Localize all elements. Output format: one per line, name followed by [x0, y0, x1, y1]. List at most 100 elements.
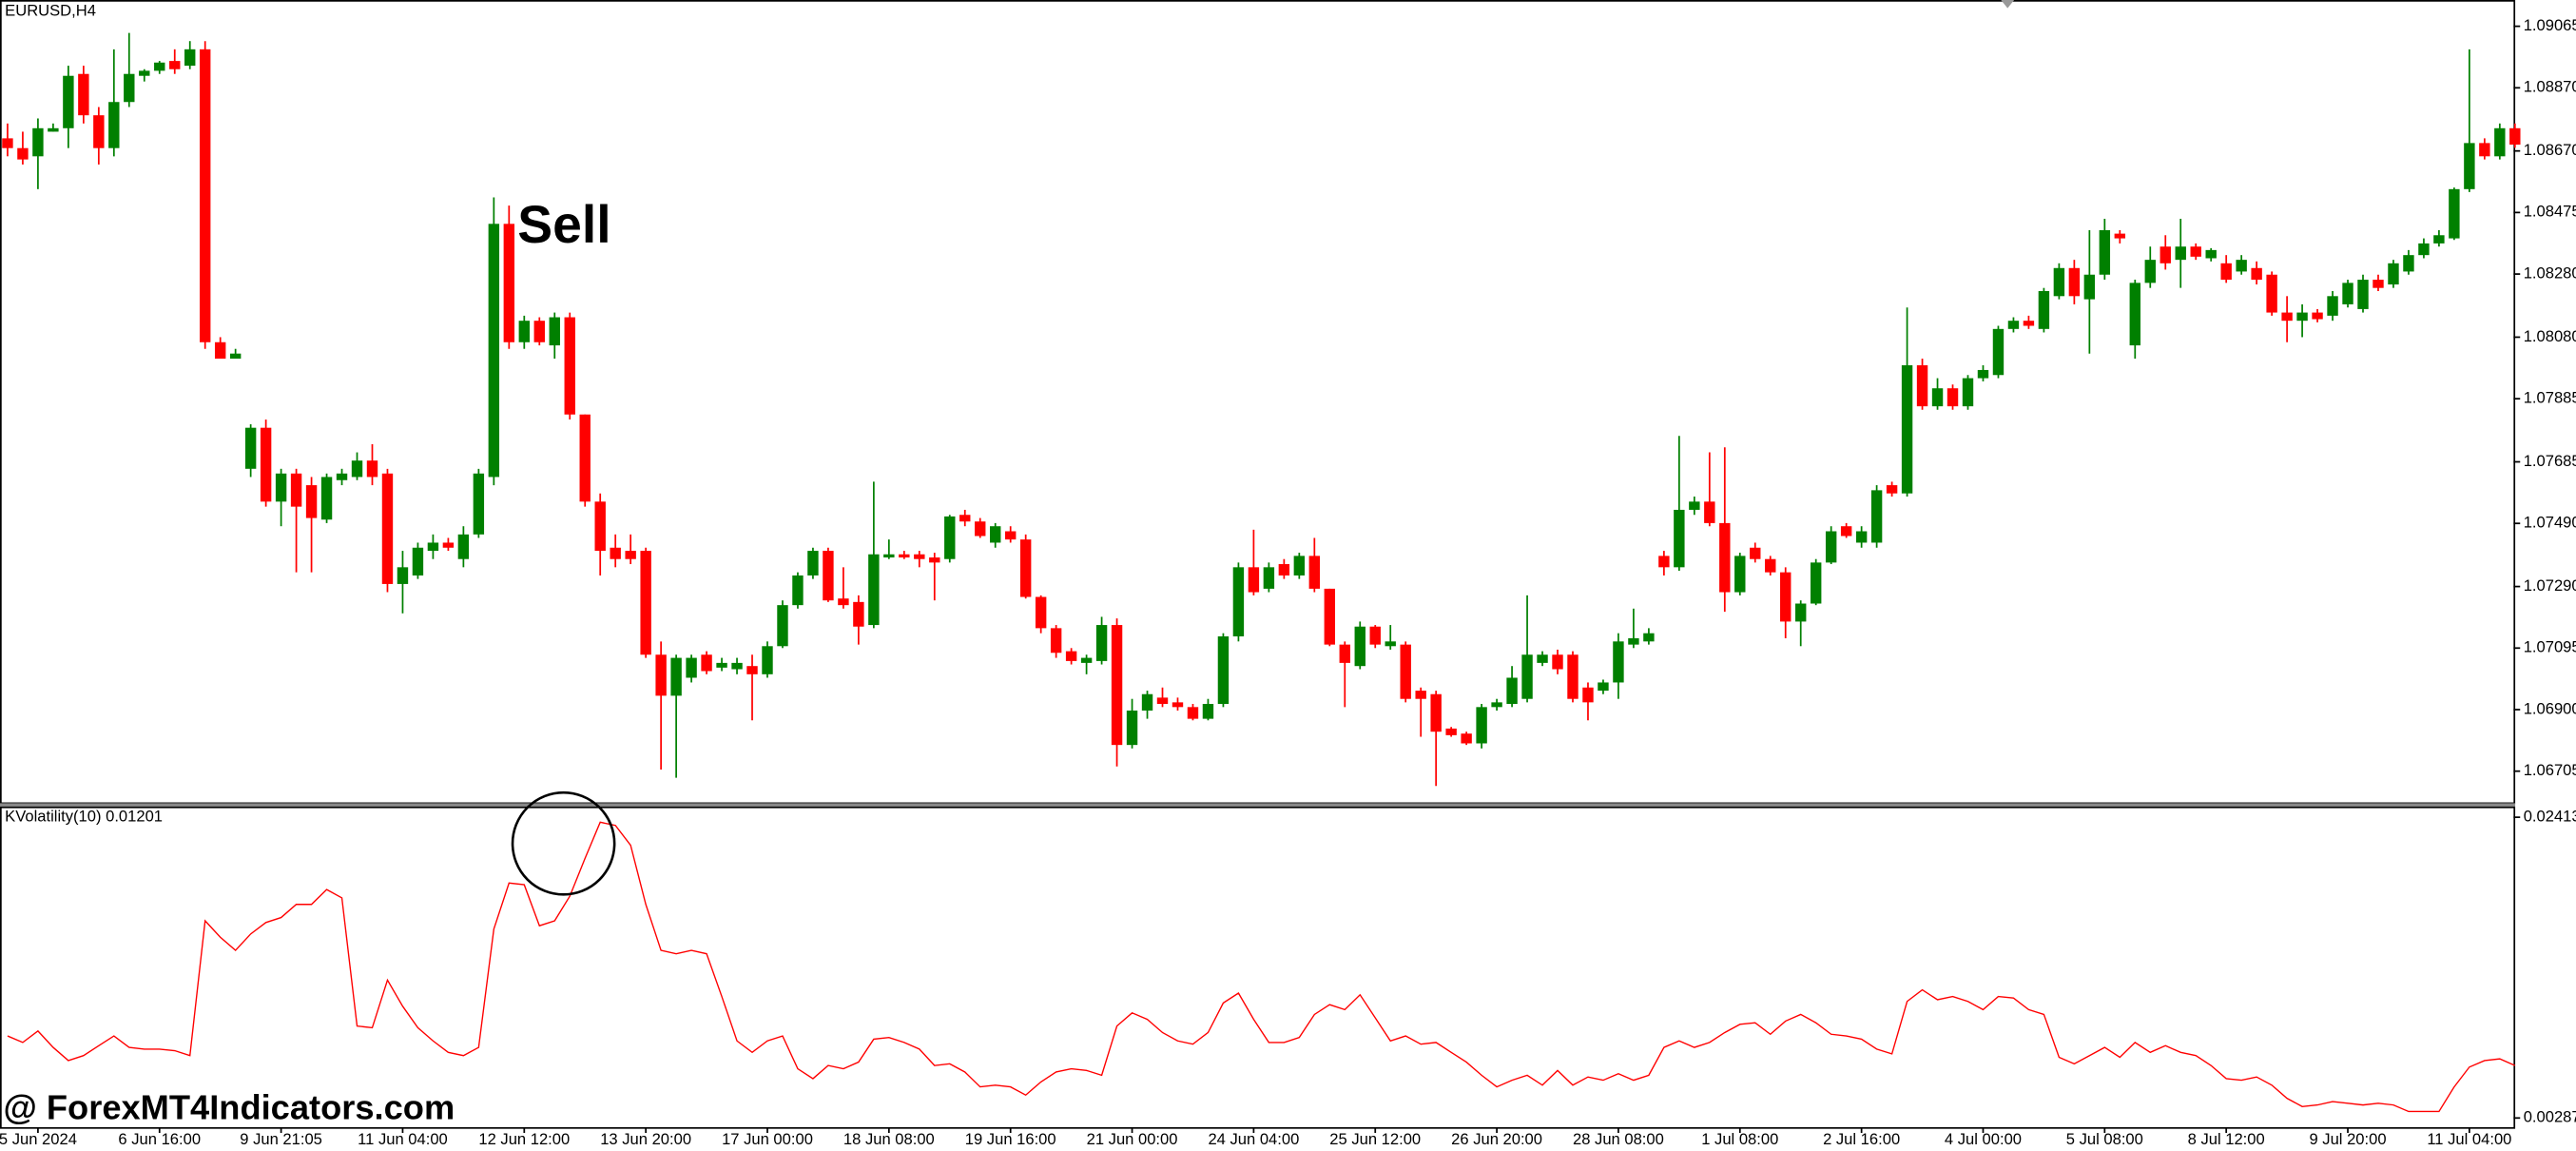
candle-body [1780, 572, 1792, 622]
candle-body [320, 477, 333, 520]
x-tick-label: 9 Jul 20:00 [2309, 1130, 2386, 1148]
candle-body [716, 662, 727, 668]
candle-body [503, 224, 515, 342]
candle-body [594, 501, 606, 552]
candle-body [579, 414, 591, 502]
candle-body [2190, 246, 2201, 257]
y-tick-label: 1.06705 [2524, 761, 2576, 779]
x-tick-label: 9 Jun 21:05 [240, 1130, 322, 1148]
candle-body [1719, 522, 1731, 593]
y-tick-label: 1.08080 [2524, 327, 2576, 345]
candle-body [2251, 267, 2262, 281]
candle-body [1324, 588, 1335, 645]
candle-body [792, 575, 804, 606]
candle-body [1628, 637, 1639, 645]
candle-body [442, 542, 455, 548]
candle-body [1992, 328, 2005, 376]
candle-body [154, 62, 165, 71]
candle-body [2312, 312, 2323, 320]
y-tick-label: 0.02413 [2524, 808, 2576, 826]
candle-body [1734, 556, 1746, 593]
candle-body [2129, 283, 2140, 346]
candle-body [184, 49, 196, 67]
x-tick-label: 17 Jun 00:00 [722, 1130, 813, 1148]
candle-body [777, 605, 788, 647]
candle-body [518, 321, 531, 342]
candle-body [655, 654, 667, 696]
candle-body [990, 526, 1001, 543]
candle-body [1870, 490, 1883, 543]
candle-body [899, 554, 910, 558]
candle-body [32, 127, 44, 157]
candle-body [1339, 644, 1350, 663]
candle-body [473, 473, 485, 535]
y-tick-label: 1.09065 [2524, 16, 2576, 34]
candle-body [1141, 693, 1153, 711]
symbol-title: EURUSD,H4 [5, 1, 96, 19]
candle-body [139, 70, 150, 76]
x-tick-label: 25 Jun 12:00 [1329, 1130, 1421, 1148]
indicator-panel-frame [0, 806, 2516, 1129]
x-tick-label: 6 Jun 16:00 [118, 1130, 201, 1148]
candle-body [2205, 249, 2217, 259]
y-tick-label: 1.07490 [2524, 514, 2576, 532]
candle-body [549, 317, 560, 346]
x-tick-label: 4 Jul 00:00 [1945, 1130, 2022, 1148]
candle-body [1278, 564, 1290, 576]
candle-body [63, 75, 74, 128]
candle-body [2433, 235, 2445, 244]
y-tick-label: 1.08280 [2524, 263, 2576, 282]
candle-body [2220, 263, 2232, 281]
candle-body [427, 542, 439, 552]
candle-body [1461, 733, 1472, 744]
candle-body [1810, 562, 1822, 604]
y-tick-label: 1.08670 [2524, 141, 2576, 159]
candle-body [1217, 636, 1230, 705]
x-tick-label: 18 Jun 08:00 [843, 1130, 935, 1148]
x-tick-label: 11 Jun 04:00 [358, 1130, 448, 1148]
candle-body [975, 521, 986, 536]
candle-body [1476, 707, 1487, 744]
candle-body [1491, 702, 1502, 708]
candle-body [2418, 243, 2430, 256]
candle-body [48, 127, 59, 132]
candle-body [868, 554, 880, 626]
candle-body [1855, 531, 1868, 543]
candle-body [1916, 364, 1928, 407]
candle-body [1765, 558, 1776, 573]
candle-body [2357, 280, 2369, 309]
shift-marker [2001, 0, 2015, 9]
candle-body [124, 73, 135, 103]
candle-body [564, 317, 575, 415]
x-tick-label: 5 Jun 2024 [0, 1130, 77, 1148]
candle-body [78, 73, 89, 116]
candle-body [2099, 229, 2111, 275]
indicator-panel: 0.02413 0.00287 [7, 808, 2576, 1126]
candle-body [1126, 710, 1138, 746]
candle-body [93, 115, 105, 148]
candle-body [2144, 260, 2156, 283]
sell-annotation: Sell [517, 195, 610, 254]
indicator-title: KVolatility(10) 0.01201 [5, 807, 163, 825]
y-tick-label: 1.07685 [2524, 452, 2576, 470]
candle-body [2, 138, 13, 148]
x-tick-label: 8 Jul 12:00 [2188, 1130, 2265, 1148]
candle-body [1582, 687, 1594, 703]
candle-body [2494, 127, 2506, 157]
candle-body [2388, 263, 2399, 285]
candle-body [214, 341, 226, 360]
x-tick-label: 11 Jul 04:00 [2427, 1130, 2511, 1148]
candle-body [2023, 321, 2035, 326]
x-tick-label: 2 Jul 16:00 [1823, 1130, 1900, 1148]
candle-body [2160, 246, 2171, 263]
candle-body [108, 102, 120, 148]
highlight-circle [511, 790, 616, 896]
candle-body [2281, 312, 2293, 322]
x-tick-label: 5 Jul 08:00 [2066, 1130, 2143, 1148]
y-tick-label: 1.07885 [2524, 389, 2576, 407]
candle-body [1689, 501, 1700, 510]
candle-body [199, 49, 211, 342]
